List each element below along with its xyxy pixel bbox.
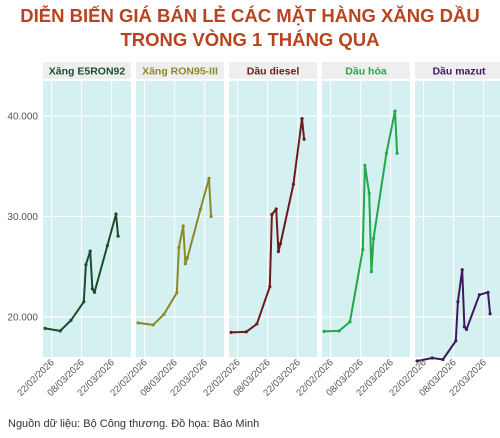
data-point <box>151 323 155 327</box>
data-point <box>92 290 97 294</box>
data-point <box>460 268 464 272</box>
data-point <box>367 191 371 195</box>
data-point <box>278 242 283 246</box>
chart-title-line-2: TRONG VÒNG 1 THÁNG QUA <box>120 29 380 50</box>
data-point <box>488 312 492 316</box>
data-point <box>276 250 280 254</box>
data-point <box>105 244 109 248</box>
chart-title: DIỄN BIẾN GIÁ BÁN LẺ CÁC MẶT HÀNG XĂNG D… <box>0 4 500 52</box>
data-point <box>384 151 388 155</box>
data-point <box>185 256 190 260</box>
y-tick-label: 30.000 <box>7 212 38 223</box>
data-point <box>207 176 211 180</box>
data-point <box>114 212 118 216</box>
data-point <box>462 325 466 329</box>
data-point <box>486 290 490 294</box>
panel-label-bg <box>322 62 410 79</box>
data-point <box>255 322 259 326</box>
data-point <box>337 329 341 333</box>
data-point <box>268 285 272 289</box>
data-point <box>369 270 373 274</box>
data-point <box>361 248 365 252</box>
data-point <box>58 329 62 333</box>
panel-label: Xăng RON95-III <box>142 66 218 78</box>
y-tick-label: 20.000 <box>7 312 38 323</box>
data-point <box>82 300 86 304</box>
data-point <box>181 224 185 228</box>
panel-background <box>43 81 131 357</box>
data-point <box>116 234 120 238</box>
data-point <box>162 312 166 316</box>
panel-1: Xăng E5RON9222/02/202608/03/202622/03/20… <box>15 62 131 399</box>
data-point <box>477 293 481 297</box>
panel-label: Dầu hỏa <box>345 66 387 78</box>
panel-label: Dầu mazut <box>432 66 486 78</box>
data-point <box>302 137 306 141</box>
chart-title-line-1: DIỄN BIẾN GIÁ BÁN LẺ CÁC MẶT HÀNG XĂNG D… <box>20 5 480 26</box>
data-point <box>300 117 304 121</box>
panel-label-bg <box>136 62 224 79</box>
panel-label: Dầu diesel <box>247 66 300 78</box>
panel-label: Xăng E5RON92 <box>49 66 126 78</box>
data-point <box>363 163 367 167</box>
y-tick-label: 40.000 <box>7 112 38 123</box>
data-point <box>464 327 469 331</box>
data-point <box>88 249 92 253</box>
panel-background <box>322 81 410 357</box>
data-point <box>90 287 94 291</box>
data-point <box>69 318 73 322</box>
panel-label-bg <box>229 62 317 79</box>
panel-background <box>136 81 224 357</box>
data-point <box>441 357 445 362</box>
data-point <box>183 262 187 266</box>
data-point <box>198 207 202 212</box>
data-point <box>84 263 88 267</box>
data-point <box>322 329 326 333</box>
data-point <box>291 182 295 186</box>
data-point <box>371 237 376 241</box>
data-point <box>43 326 47 330</box>
data-point <box>270 212 274 217</box>
panel-label-bg <box>43 62 131 79</box>
data-point <box>209 214 213 219</box>
panel-background <box>229 81 317 357</box>
data-point <box>136 321 140 325</box>
data-point <box>244 330 248 334</box>
source-note: Nguồn dữ liệu: Bộ Công thương. Đồ họa: B… <box>8 418 260 430</box>
data-point <box>177 246 181 250</box>
data-point <box>454 339 458 343</box>
data-point <box>393 109 397 113</box>
data-point <box>229 330 233 334</box>
data-point <box>175 291 179 295</box>
data-point <box>456 300 460 304</box>
data-point <box>274 207 278 211</box>
data-point <box>395 151 399 155</box>
data-point <box>415 359 419 363</box>
data-point <box>348 320 352 324</box>
panel-label-bg <box>415 62 500 79</box>
data-point <box>430 356 434 360</box>
